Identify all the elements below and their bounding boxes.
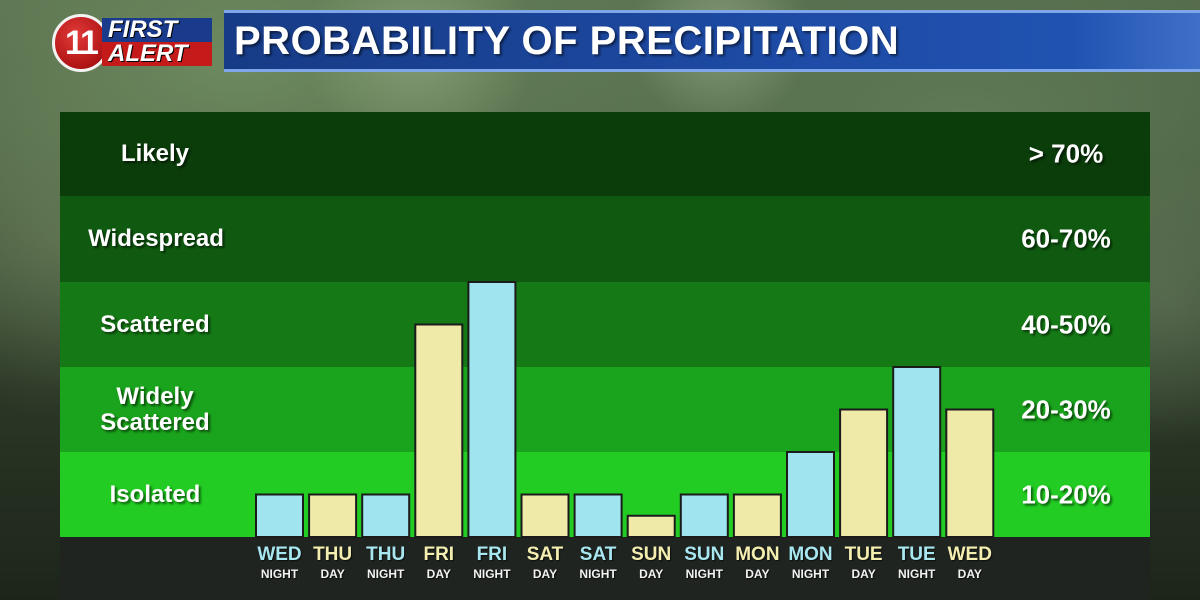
x-tick-day-label: MON <box>788 544 833 565</box>
bars-layer <box>255 281 995 538</box>
x-tick-part-label: DAY <box>851 567 876 581</box>
x-tick-part-label: NIGHT <box>260 567 299 581</box>
first-alert-logo: 11 FIRST ALERT <box>52 14 212 72</box>
x-tick-day-label: FRI <box>476 544 508 565</box>
x-tick-sun-night: SUN NIGHT <box>679 544 729 582</box>
x-tick-part-label: DAY <box>426 567 451 581</box>
bar-tue-day <box>839 408 889 538</box>
band-range-widely-scattered: 20-30% <box>1021 394 1111 424</box>
title-bar: PROBABILITY OF PRECIPITATION <box>224 10 1200 72</box>
band-label-isolated: Isolated <box>109 480 201 508</box>
chart-panel: Likely > 70% Widespread 60-70% Scattered… <box>60 112 1150 600</box>
band-label-widespread: Widespread <box>88 225 224 252</box>
x-tick-part-label: DAY <box>957 567 982 581</box>
logo-alert-text: ALERT <box>102 42 212 66</box>
band-label-scattered: Scattered <box>100 310 210 338</box>
x-tick-part-label: NIGHT <box>685 567 723 581</box>
x-tick-part-label: NIGHT <box>367 567 405 581</box>
x-tick-day-label: WED <box>947 544 992 565</box>
bar-thu-day <box>308 493 358 538</box>
x-tick-day-label: SUN <box>631 544 672 565</box>
x-tick-wed-night: WED NIGHT <box>255 544 305 582</box>
band-range-widespread: 60-70% <box>1021 223 1111 254</box>
x-tick-fri-night: FRI NIGHT <box>467 544 517 582</box>
x-tick-part-label: DAY <box>639 567 664 581</box>
x-tick-thu-day: THU DAY <box>308 544 358 582</box>
x-tick-part-label: DAY <box>532 567 558 581</box>
x-tick-mon-night: MON NIGHT <box>786 544 836 582</box>
x-tick-part-label: DAY <box>320 567 345 581</box>
bar-sat-day <box>520 493 570 538</box>
x-tick-sat-night: SAT NIGHT <box>573 544 623 582</box>
bar-mon-day <box>732 493 782 538</box>
bar-mon-night <box>786 451 835 538</box>
x-tick-wed-day: WED DAY <box>945 544 995 582</box>
bar-sun-night <box>679 493 729 538</box>
x-tick-day-label: TUE <box>844 544 883 565</box>
band-label-widely-scattered: Widely Scattered <box>60 382 250 436</box>
bar-wed-night <box>255 493 304 538</box>
band-label-widely-line2: Scattered <box>100 408 210 436</box>
band-widespread: Widespread 60-70% <box>60 196 1150 282</box>
x-tick-part-label: NIGHT <box>473 567 511 581</box>
logo-wordmark: FIRST ALERT <box>102 18 212 68</box>
x-tick-part-label: DAY <box>745 567 770 581</box>
band-label-widely-line1: Widely <box>116 382 194 410</box>
x-tick-day-label: SAT <box>526 544 564 565</box>
x-tick-fri-day: FRI DAY <box>414 544 464 582</box>
bar-thu-night <box>361 493 411 538</box>
band-likely: Likely > 70% <box>60 112 1150 196</box>
band-label-likely: Likely <box>120 140 190 167</box>
x-tick-part-label: NIGHT <box>898 567 936 581</box>
page-title: PROBABILITY OF PRECIPITATION <box>234 18 900 63</box>
bar-sun-day <box>626 514 676 538</box>
x-tick-day-label: FRI <box>423 544 455 565</box>
x-tick-day-label: SUN <box>684 544 725 565</box>
x-tick-tue-night: TUE NIGHT <box>892 544 942 582</box>
band-range-scattered: 40-50% <box>1021 309 1111 339</box>
x-tick-day-label: THU <box>366 544 406 565</box>
x-tick-sun-day: SUN DAY <box>626 544 676 582</box>
bar-sat-night <box>573 493 623 538</box>
x-tick-sat-day: SAT DAY <box>520 544 570 582</box>
bar-fri-day <box>414 323 464 538</box>
bar-tue-night <box>892 366 942 538</box>
x-tick-day-label: SAT <box>579 544 617 565</box>
bar-fri-night <box>467 281 517 538</box>
x-tick-part-label: NIGHT <box>791 567 830 581</box>
band-range-likely: > 70% <box>1028 138 1104 169</box>
x-tick-day-label: TUE <box>897 544 936 565</box>
x-tick-mon-day: MON DAY <box>732 544 782 582</box>
x-axis-strip <box>60 537 1150 600</box>
x-tick-day-label: WED <box>257 544 302 565</box>
x-tick-tue-day: TUE DAY <box>839 544 889 582</box>
x-tick-part-label: NIGHT <box>579 567 617 581</box>
x-tick-day-label: MON <box>735 544 780 565</box>
band-range-isolated: 10-20% <box>1021 479 1111 509</box>
channel-11-logo: 11 <box>52 14 110 72</box>
bar-wed-day <box>945 408 995 538</box>
x-tick-thu-night: THU NIGHT <box>361 544 411 582</box>
logo-first-text: FIRST <box>102 18 212 42</box>
band-scattered: Scattered 40-50% <box>60 282 1150 367</box>
x-tick-day-label: THU <box>313 544 353 565</box>
